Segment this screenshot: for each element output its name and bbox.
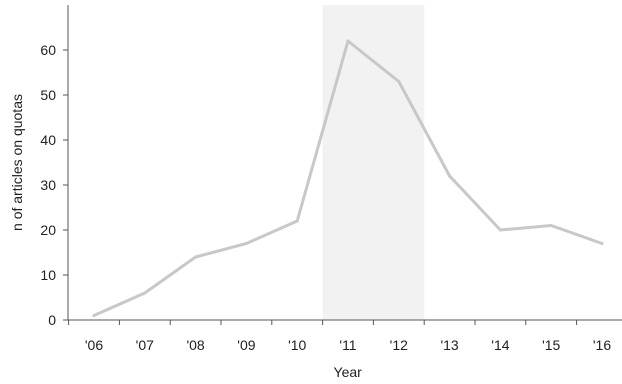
data-point xyxy=(346,39,350,43)
data-point xyxy=(92,314,96,317)
x-axis-title: Year xyxy=(334,364,363,380)
data-point xyxy=(600,242,604,245)
x-tick-label: '15 xyxy=(542,337,560,353)
x-axis-ticks: '06 '07 '08 '09 '10 '11 '12 '13 '14 '15 '16 xyxy=(68,320,611,353)
x-tick-label: '11 xyxy=(339,337,356,353)
y-axis-title: n of articles on quotas xyxy=(9,94,25,231)
x-tick-label: '09 xyxy=(237,337,255,353)
y-tick-label: 40 xyxy=(40,132,56,148)
x-tick-label: '07 xyxy=(136,337,154,353)
y-tick-label: 20 xyxy=(40,222,56,238)
y-axis-ticks: 0 10 20 30 40 50 60 xyxy=(40,42,68,328)
x-tick-label: '13 xyxy=(440,337,458,353)
data-point xyxy=(244,242,248,245)
y-tick-label: 50 xyxy=(40,87,56,103)
data-point xyxy=(549,224,553,227)
axes xyxy=(67,5,622,321)
series-layer xyxy=(92,39,604,317)
y-tick-label: 60 xyxy=(40,42,56,58)
x-tick-label: '14 xyxy=(491,337,509,353)
data-point xyxy=(143,291,147,295)
x-tick-label: '16 xyxy=(593,337,611,353)
y-tick-label: 10 xyxy=(40,267,56,283)
x-tick-label: '12 xyxy=(390,337,408,353)
x-tick-label: '06 xyxy=(85,337,103,353)
y-tick-label: 30 xyxy=(40,177,56,193)
data-point xyxy=(498,228,502,232)
highlight-band-layer xyxy=(322,5,425,320)
data-point xyxy=(295,219,299,223)
x-tick-label: '08 xyxy=(186,337,204,353)
data-point xyxy=(448,174,452,178)
data-point xyxy=(397,80,401,83)
data-point xyxy=(194,255,198,259)
y-tick-label: 0 xyxy=(48,312,56,328)
x-tick-label: '10 xyxy=(288,337,306,353)
highlight-band xyxy=(322,5,425,320)
